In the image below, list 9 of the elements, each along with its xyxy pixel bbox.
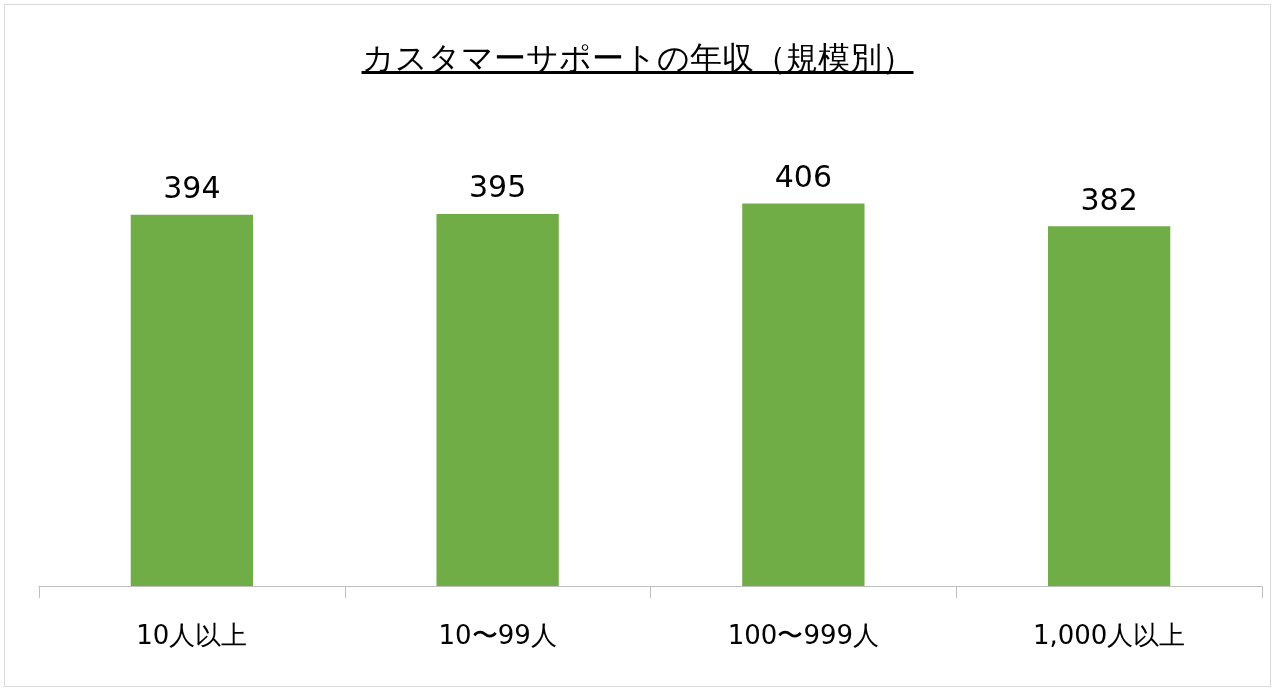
data-label: 394 xyxy=(163,170,221,206)
data-label: 382 xyxy=(1080,181,1138,217)
chart-title: カスタマーサポートの年収（規模別） xyxy=(360,38,915,79)
x-tick-label: 1,000人以上 xyxy=(1032,620,1186,650)
x-tick-label: 10〜99人 xyxy=(438,620,557,650)
data-label: 406 xyxy=(774,159,833,195)
x-tick-label: 10人以上 xyxy=(136,620,248,650)
data-label: 395 xyxy=(468,169,527,205)
x-tick-label: 100〜999人 xyxy=(727,620,880,650)
